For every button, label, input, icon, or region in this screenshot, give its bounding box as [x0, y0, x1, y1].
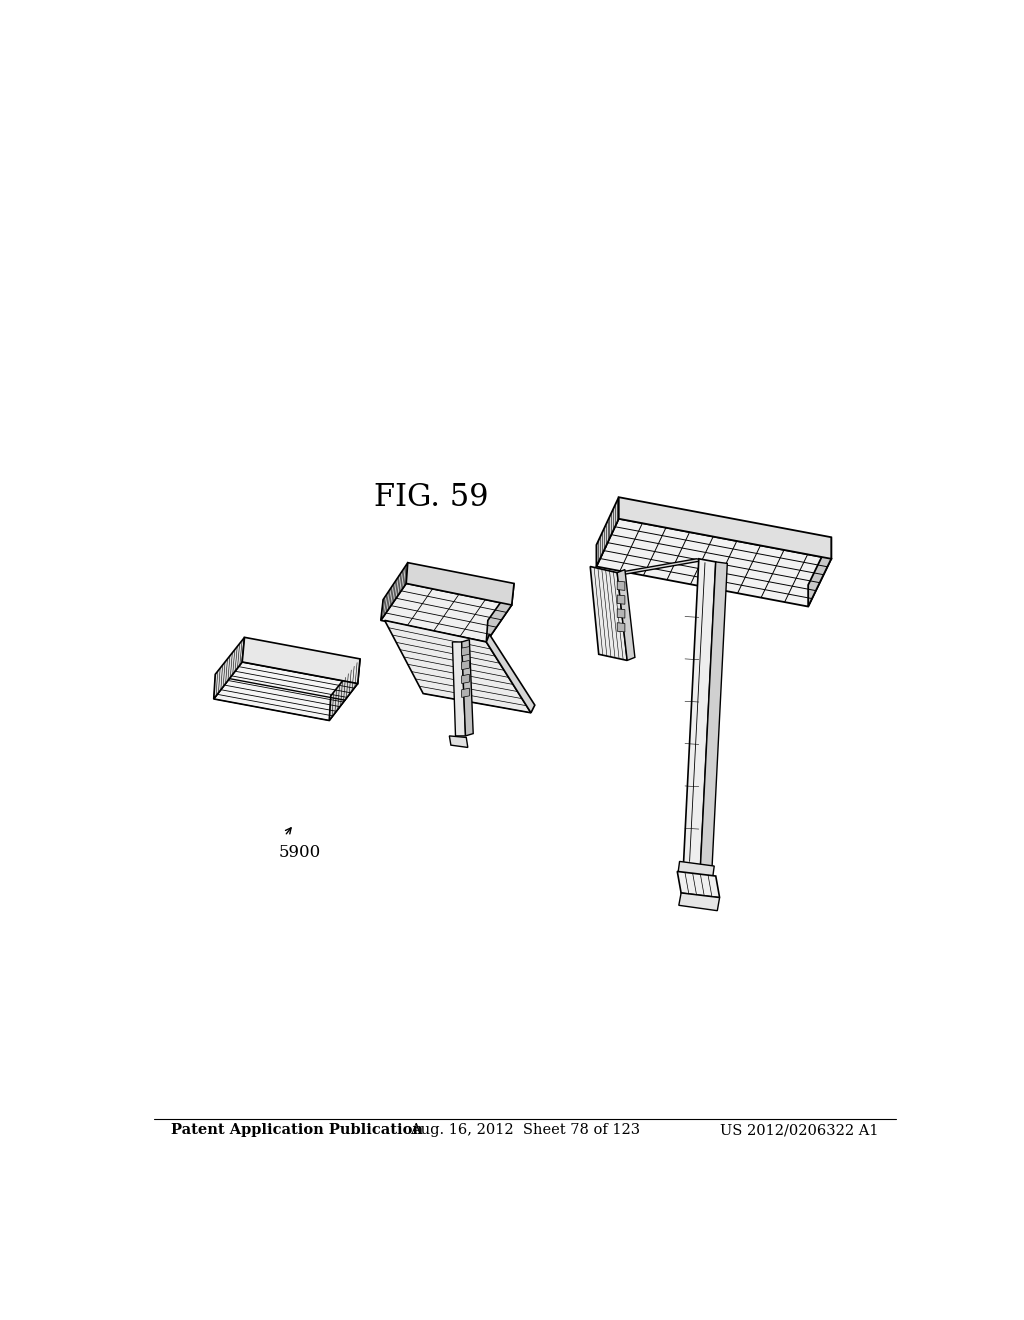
- Polygon shape: [462, 660, 469, 669]
- Polygon shape: [462, 688, 469, 697]
- Polygon shape: [678, 862, 714, 878]
- Polygon shape: [683, 558, 716, 869]
- Text: FIG. 59: FIG. 59: [374, 482, 488, 512]
- Polygon shape: [617, 609, 625, 618]
- Polygon shape: [381, 583, 512, 642]
- Polygon shape: [617, 595, 625, 605]
- Polygon shape: [486, 635, 535, 713]
- Polygon shape: [486, 583, 514, 642]
- Polygon shape: [214, 663, 357, 721]
- Polygon shape: [700, 562, 727, 870]
- Polygon shape: [462, 675, 469, 684]
- Polygon shape: [450, 737, 468, 747]
- Polygon shape: [243, 638, 360, 684]
- Text: 5900: 5900: [279, 845, 321, 862]
- Polygon shape: [407, 562, 514, 605]
- Polygon shape: [596, 519, 831, 607]
- Text: US 2012/0206322 A1: US 2012/0206322 A1: [721, 1123, 879, 1137]
- Polygon shape: [590, 566, 628, 660]
- Text: Aug. 16, 2012  Sheet 78 of 123: Aug. 16, 2012 Sheet 78 of 123: [410, 1123, 640, 1137]
- Polygon shape: [462, 647, 469, 656]
- Text: Patent Application Publication: Patent Application Publication: [171, 1123, 423, 1137]
- Polygon shape: [617, 558, 705, 574]
- Polygon shape: [385, 620, 531, 713]
- Polygon shape: [617, 570, 635, 660]
- Polygon shape: [677, 871, 720, 898]
- Polygon shape: [381, 562, 408, 620]
- Polygon shape: [618, 498, 831, 558]
- Polygon shape: [808, 537, 831, 607]
- Polygon shape: [453, 642, 466, 737]
- Polygon shape: [617, 623, 625, 632]
- Polygon shape: [462, 640, 473, 737]
- Polygon shape: [679, 892, 720, 911]
- Polygon shape: [214, 638, 245, 700]
- Polygon shape: [617, 581, 625, 590]
- Polygon shape: [596, 498, 618, 566]
- Polygon shape: [330, 659, 360, 721]
